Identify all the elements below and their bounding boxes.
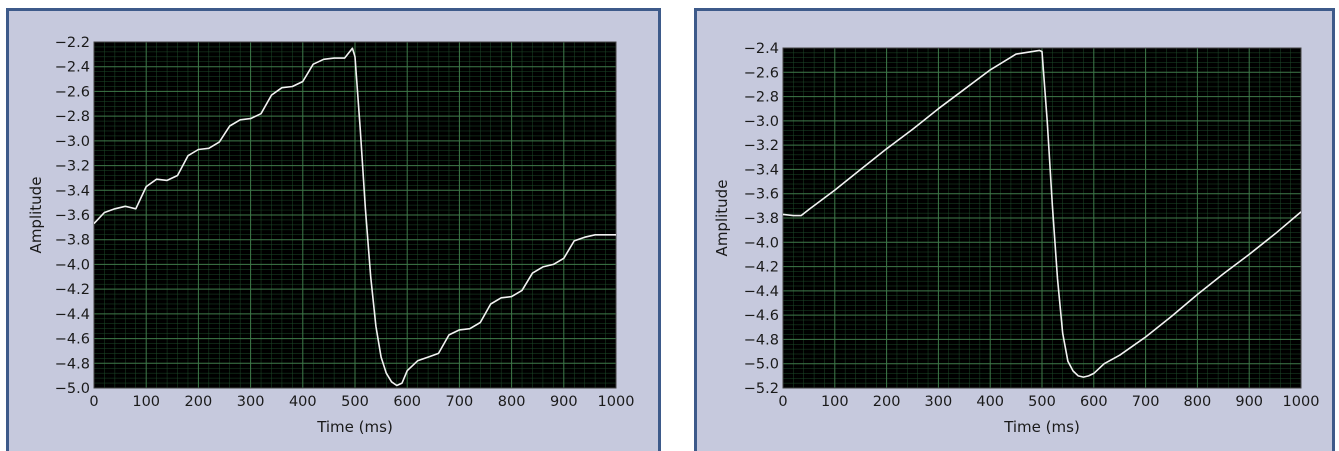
amplitude-chart-right: −2.4 −2.6 −2.8 −3.0 −3.2 −3.4 −3.6 −3.8 −4.0 −4.2…	[713, 41, 1320, 436]
plot-frame	[93, 41, 617, 389]
y-tick-label: −4.4	[744, 284, 779, 300]
y-tick-label: −4.2	[55, 282, 90, 298]
y-tick-label: −4.8	[55, 356, 90, 372]
y-tick-label: −5.0	[55, 381, 90, 397]
y-tick-label: −5.0	[744, 357, 779, 373]
plot-frame	[782, 47, 1302, 389]
amplitude-chart-left: −2.2 −2.4 −2.6 −2.8 −3.0 −3.2 −3.4 −3.6 −3.8 −4.0…	[27, 35, 635, 436]
x-tick-label: 700	[446, 394, 474, 410]
y-tick-label: −3.0	[55, 134, 90, 150]
x-axis-label: Time (ms)	[316, 418, 393, 436]
x-tick-label: 800	[1184, 394, 1212, 410]
y-tick-label: −2.4	[55, 60, 90, 76]
x-tick-label: 900	[1235, 394, 1263, 410]
x-tick-label: 100	[132, 394, 160, 410]
y-tick-label: −4.6	[55, 332, 90, 348]
x-tick-label: 200	[873, 394, 901, 410]
x-tick-label: 200	[185, 394, 213, 410]
x-tick-label: 0	[89, 394, 98, 410]
y-tick-label: −3.2	[55, 159, 90, 175]
x-tick-label: 700	[1132, 394, 1160, 410]
y-tick-label: −4.0	[55, 257, 90, 273]
x-tick-label: 600	[1080, 394, 1108, 410]
chart-panel-right: −2.4 −2.6 −2.8 −3.0 −3.2 −3.4 −3.6 −3.8 −4.0 −4.2…	[694, 8, 1335, 451]
y-tick-label: −3.0	[744, 114, 779, 130]
y-tick-label: −2.6	[744, 65, 779, 81]
x-tick-label: 0	[778, 394, 787, 410]
x-tick-label: 500	[341, 394, 369, 410]
x-tick-label: 600	[393, 394, 421, 410]
x-tick-label: 800	[498, 394, 526, 410]
y-tick-label: −5.2	[744, 381, 779, 397]
x-axis-label: Time (ms)	[1003, 418, 1080, 436]
y-tick-label: −4.2	[744, 260, 779, 276]
x-tick-label: 300	[925, 394, 953, 410]
series-line	[783, 49, 1301, 378]
y-tick-label: −3.4	[744, 162, 779, 178]
y-tick-label: −4.8	[744, 332, 779, 348]
y-tick-label: −2.4	[744, 41, 779, 57]
y-axis-label: Amplitude	[713, 180, 731, 257]
y-tick-label: −4.6	[744, 308, 779, 324]
y-tick-label: −3.8	[55, 233, 90, 249]
y-tick-label: −3.4	[55, 183, 90, 199]
x-tick-label: 100	[821, 394, 849, 410]
y-tick-label: −3.8	[744, 211, 779, 227]
x-tick-label: 400	[289, 394, 317, 410]
x-tick-label: 1000	[1283, 394, 1320, 410]
chart-panel-left: −2.2 −2.4 −2.6 −2.8 −3.0 −3.2 −3.4 −3.6 −3.8 −4.0…	[6, 8, 661, 451]
y-tick-label: −3.6	[55, 208, 90, 224]
y-tick-label: −4.0	[744, 235, 779, 251]
y-tick-label: −3.2	[744, 138, 779, 154]
y-tick-label: −4.4	[55, 307, 90, 323]
y-tick-label: −2.8	[744, 90, 779, 106]
y-tick-label: −2.6	[55, 84, 90, 100]
x-tick-label: 400	[976, 394, 1004, 410]
x-tick-label: 900	[550, 394, 578, 410]
x-tick-label: 500	[1028, 394, 1056, 410]
x-tick-label: 300	[237, 394, 265, 410]
series-line	[94, 47, 616, 387]
y-tick-label: −3.6	[744, 187, 779, 203]
y-tick-label: −2.2	[55, 35, 90, 51]
x-tick-label: 1000	[598, 394, 635, 410]
y-tick-label: −2.8	[55, 109, 90, 125]
y-axis-label: Amplitude	[27, 177, 45, 254]
